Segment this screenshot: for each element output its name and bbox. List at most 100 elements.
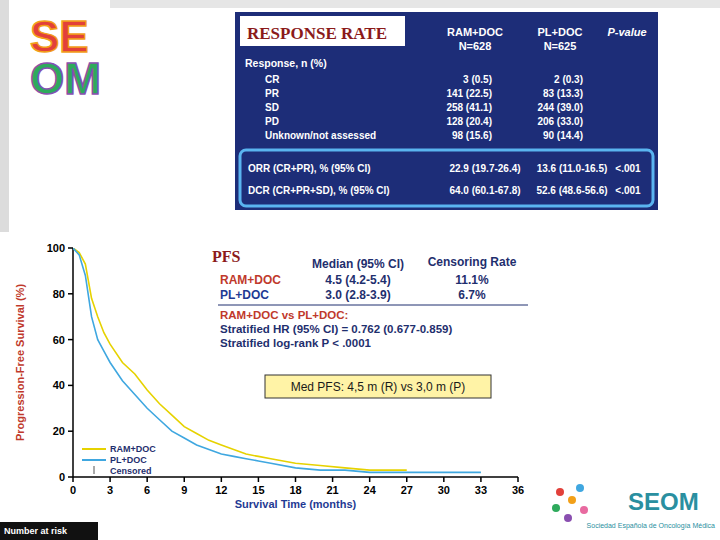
x-tick <box>517 477 519 482</box>
stats-header: Censoring Rate <box>428 255 517 269</box>
x-tick-label: 24 <box>364 484 377 496</box>
y-tick-label: 40 <box>53 379 65 391</box>
logo-subtitle: Sociedad Española de Oncología Médica <box>587 522 716 530</box>
logo-dot <box>556 488 564 496</box>
y-tick <box>68 339 73 341</box>
cell: 22.9 (19.7-26.4) <box>449 163 520 174</box>
stats-header: Median (95% CI) <box>312 257 404 271</box>
x-tick-label: 30 <box>438 484 450 496</box>
row-label: ORR (CR+PR), % (95% CI) <box>248 163 371 174</box>
row-label: PD <box>265 116 279 127</box>
cell: 2 (0.3) <box>554 74 583 85</box>
y-tick-label: 60 <box>53 334 65 346</box>
cell: 83 (13.3) <box>543 88 583 99</box>
logo-dot <box>580 506 588 514</box>
row-label: PR <box>265 88 280 99</box>
risk-strip <box>0 522 98 540</box>
plot-area <box>73 248 481 472</box>
comparison: RAM+DOC vs PL+DOC: <box>220 309 348 321</box>
km-curve <box>73 248 407 470</box>
arm-label: RAM+DOC <box>220 273 281 287</box>
title-banner <box>240 16 405 46</box>
cell: 90 (14.4) <box>543 130 583 141</box>
x-tick-label: 9 <box>181 484 187 496</box>
x-tick-label: 15 <box>252 484 264 496</box>
x-tick <box>369 477 371 482</box>
y-tick <box>68 430 73 432</box>
highlight-box <box>240 150 653 206</box>
section-label: Response, n (%) <box>245 57 327 69</box>
separator <box>218 305 528 306</box>
x-tick <box>406 477 408 482</box>
y-axis-label: Progression-Free Survival (%) <box>14 284 26 441</box>
x-tick-label: 21 <box>326 484 338 496</box>
row-label: CR <box>265 74 280 85</box>
y-axis <box>72 248 74 477</box>
column-header: N=625 <box>544 40 577 52</box>
x-tick <box>332 477 334 482</box>
legend-label: RAM+DOC <box>110 444 156 454</box>
y-tick-label: 100 <box>47 242 65 254</box>
cell: <.001 <box>615 163 641 174</box>
legend-label: Censored <box>110 466 152 476</box>
background <box>0 0 720 540</box>
x-axis-label: Survival Time (months) <box>235 498 357 510</box>
x-tick <box>295 477 297 482</box>
row-label: SD <box>265 102 279 113</box>
arm-label: PL+DOC <box>220 288 269 302</box>
cell: 52.6 (48.6-56.6) <box>536 185 607 196</box>
median: 4.5 (4.2-5.4) <box>325 273 390 287</box>
cell: 98 (15.6) <box>452 130 492 141</box>
cell: 206 (33.0) <box>537 116 583 127</box>
y-tick-label: 20 <box>53 425 65 437</box>
x-tick-label: 36 <box>512 484 524 496</box>
cell: 141 (22.5) <box>446 88 492 99</box>
chart-background <box>0 232 540 540</box>
table-title: RESPONSE RATE <box>247 24 387 43</box>
logo-dot <box>552 504 560 512</box>
x-tick-label: 27 <box>401 484 413 496</box>
cell: 64.0 (60.1-67.8) <box>449 185 520 196</box>
y-tick-label: 0 <box>59 471 65 483</box>
cell: 258 (41.1) <box>446 102 492 113</box>
logo-text: OM <box>30 54 101 103</box>
censoring-rate: 6.7% <box>458 288 486 302</box>
cell: 128 (20.4) <box>446 116 492 127</box>
x-tick <box>221 477 223 482</box>
logo-dot <box>568 496 576 504</box>
legend-swatch <box>82 448 106 450</box>
column-header: P-value <box>607 26 646 38</box>
km-curve <box>73 248 481 472</box>
legend-swatch <box>82 459 106 461</box>
x-tick <box>146 477 148 482</box>
callout-box <box>265 375 491 398</box>
y-tick <box>68 293 73 295</box>
logo-name: SEOM <box>628 488 699 515</box>
y-tick <box>68 385 73 387</box>
y-tick <box>68 247 73 249</box>
x-tick-label: 33 <box>475 484 487 496</box>
x-tick-label: 18 <box>289 484 301 496</box>
x-tick <box>109 477 111 482</box>
median: 3.0 (2.8-3.9) <box>325 288 390 302</box>
legend-label: PL+DOC <box>110 455 147 465</box>
cell: 13.6 (11.0-16.5) <box>537 163 608 174</box>
row-label: Unknown/not assessed <box>265 130 376 141</box>
x-tick <box>443 477 445 482</box>
x-tick-label: 6 <box>144 484 150 496</box>
table-background <box>235 12 658 210</box>
x-tick <box>258 477 260 482</box>
row-label: DCR (CR+PR+SD), % (95% CI) <box>248 185 390 196</box>
slide: SEOMRESPONSE RATERAM+DOCN=628PL+DOCN=625… <box>0 0 720 540</box>
legend-censor-mark <box>94 466 95 474</box>
hazard-ratio: Stratified HR (95% CI) = 0.762 (0.677-0.… <box>220 323 453 335</box>
cell: 244 (39.0) <box>537 102 583 113</box>
top-band <box>110 0 720 8</box>
x-tick-label: 3 <box>107 484 113 496</box>
logo-dot <box>564 514 572 522</box>
logo-dot <box>576 484 584 492</box>
number-at-risk: Number at risk <box>4 526 68 536</box>
x-tick <box>480 477 482 482</box>
chart-title: PFS <box>212 248 241 265</box>
censoring-rate: 11.1% <box>455 273 489 287</box>
